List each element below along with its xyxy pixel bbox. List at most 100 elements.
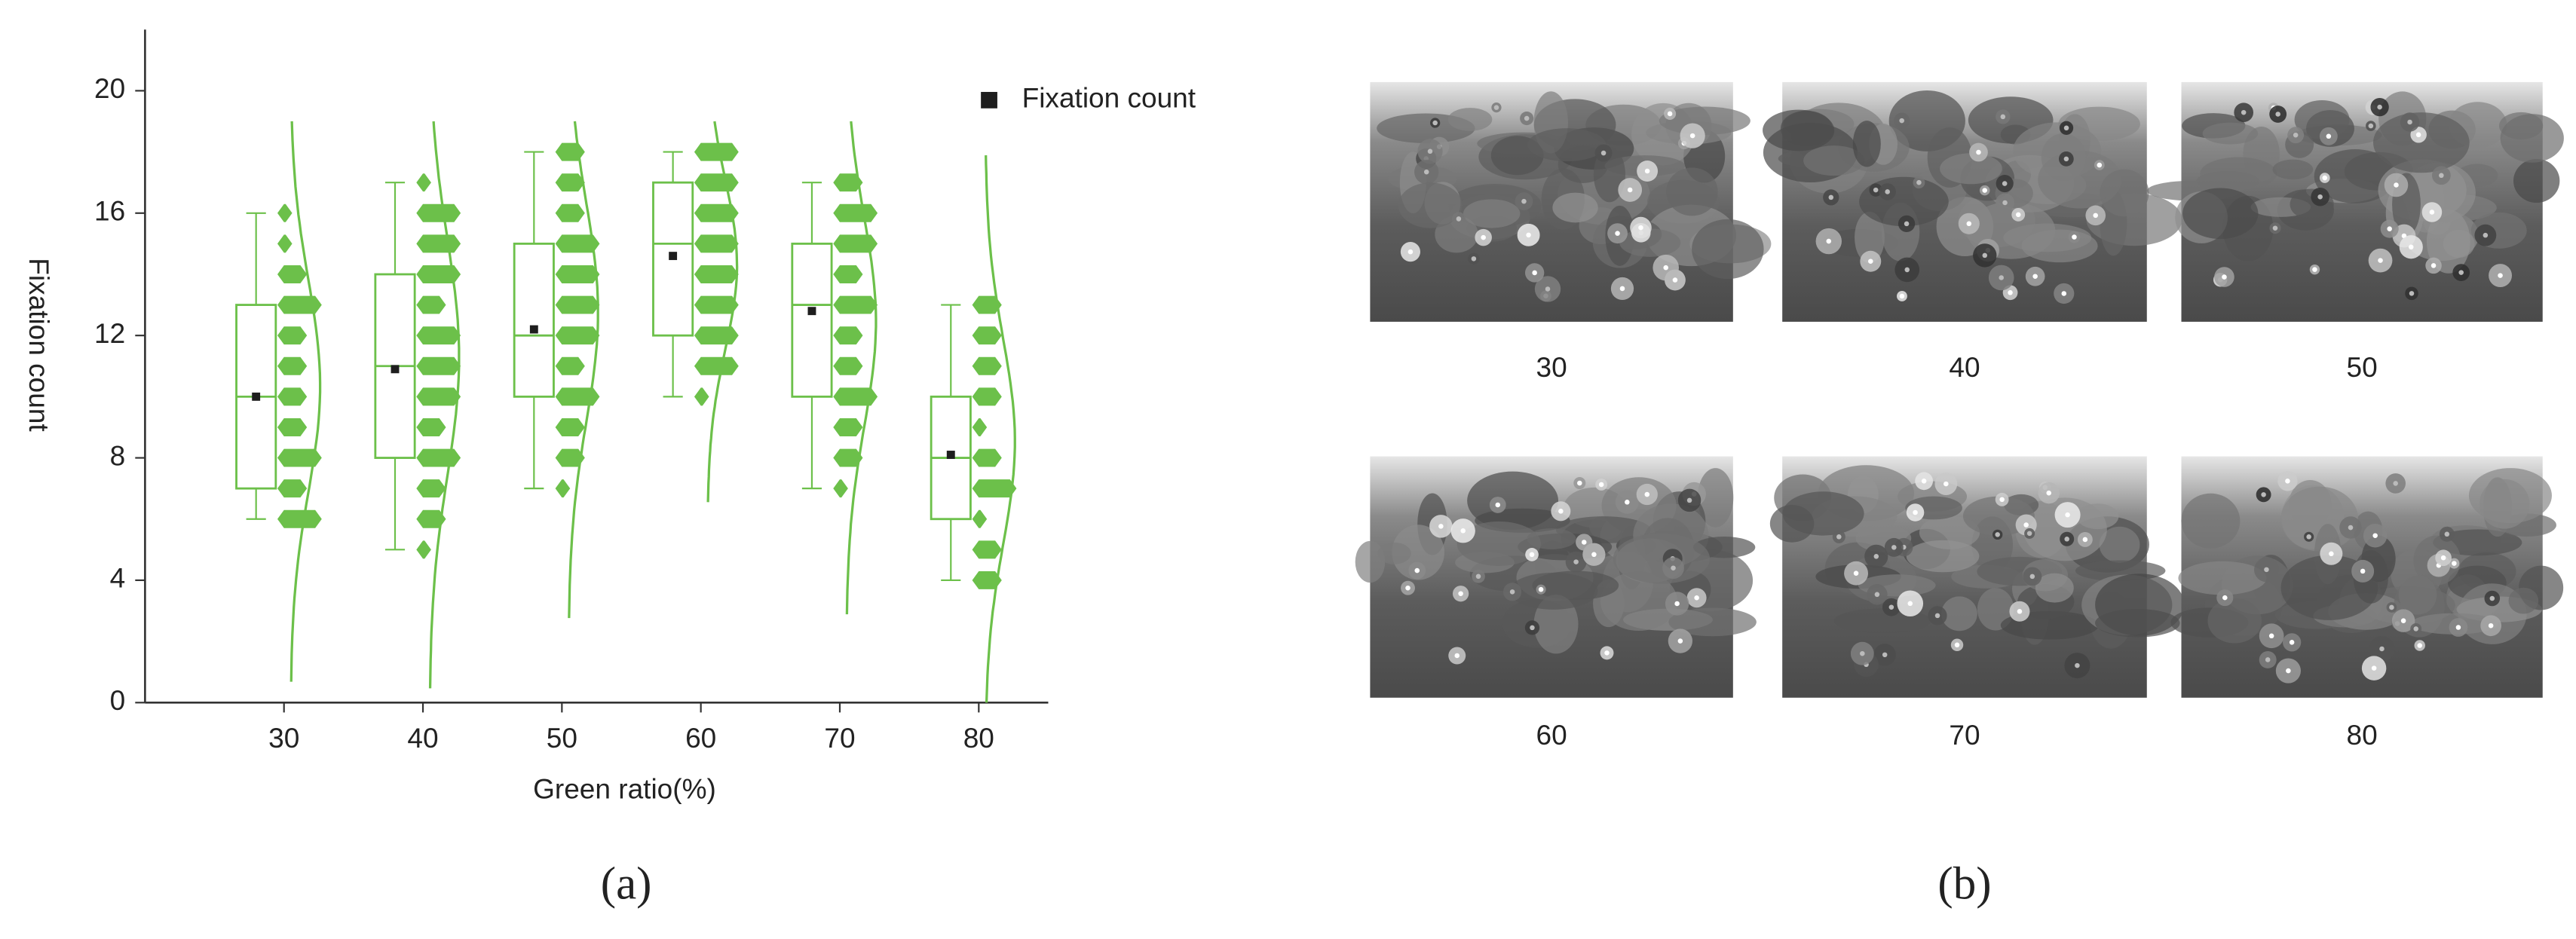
fixation-center — [1882, 652, 1888, 658]
fixation-center — [2097, 162, 2103, 168]
fixation-center — [1686, 497, 1692, 503]
fixation-center — [2458, 270, 2464, 275]
thumbnail — [1370, 81, 1772, 322]
fixation-center — [2017, 609, 2023, 614]
histogram-bar — [416, 234, 461, 253]
fixation-center — [1916, 179, 1922, 185]
fixation-center — [1885, 189, 1890, 194]
fixation-center — [2452, 561, 2457, 566]
histogram-bar — [416, 173, 431, 192]
fixation-center — [2377, 104, 2382, 110]
fixation-center — [1904, 221, 1910, 227]
fixation-center — [1573, 559, 1579, 564]
fixation-center — [1407, 249, 1414, 255]
histogram-bar — [972, 570, 1002, 589]
fixation-center — [1995, 532, 2000, 537]
foliage — [1906, 540, 1980, 573]
fixation-center — [1432, 120, 1438, 126]
fixation-center — [1521, 198, 1527, 204]
fixation-center — [2002, 181, 2008, 186]
fixation-center — [1904, 267, 1910, 273]
fixation-center — [2329, 551, 2334, 557]
fixation-center — [2431, 263, 2437, 268]
histogram-bar — [416, 479, 446, 498]
fixation-center — [1694, 595, 1699, 601]
fixation-center — [2046, 490, 2052, 496]
histogram-bar — [555, 234, 600, 253]
density-curve — [289, 121, 322, 682]
fixation-center — [1943, 481, 1949, 487]
histogram-bar — [972, 295, 1002, 314]
fixation-center — [1966, 221, 1972, 227]
fixation-center — [2400, 618, 2406, 623]
fixation-center — [1458, 591, 1463, 596]
histogram-bar — [555, 479, 571, 498]
thumbnail — [2170, 456, 2564, 698]
histogram-bar — [555, 326, 600, 345]
fixation-center — [2326, 133, 2332, 139]
fixation-center — [1414, 567, 1420, 573]
thumbnail-label: 40 — [1949, 351, 1980, 383]
thumbnail-label: 50 — [2347, 351, 2378, 383]
histogram-bar — [972, 356, 1002, 375]
y-tick-label: 12 — [94, 317, 125, 349]
fixation-center — [2322, 175, 2328, 181]
legend-marker — [981, 91, 997, 109]
foliage — [1463, 199, 1521, 228]
fixation-center — [2379, 646, 2385, 652]
fixation-center — [1638, 225, 1643, 231]
fixation-center — [2371, 665, 2377, 671]
fixation-center — [2015, 212, 2021, 218]
fixation-center — [1454, 653, 1460, 659]
histogram-bar — [277, 265, 308, 283]
density-curve — [845, 121, 878, 615]
fixation-center — [1530, 625, 1535, 631]
fixation-center — [1999, 497, 2005, 503]
histogram-bar — [555, 295, 600, 314]
thumbnail — [1769, 456, 2185, 698]
fixation-center — [2387, 226, 2392, 231]
foliage — [2207, 598, 2262, 644]
thumbnail-label: 70 — [1949, 719, 1980, 751]
fixation-center — [1873, 554, 1879, 559]
fixation-center — [2483, 232, 2489, 238]
histogram-bar — [972, 387, 1002, 406]
foliage — [2280, 486, 2359, 552]
histogram-bar — [694, 203, 739, 222]
fixation-center — [1627, 187, 1633, 193]
fixation-center — [2488, 622, 2494, 629]
histogram-bar — [694, 295, 739, 314]
fixation-center — [1493, 105, 1499, 110]
fixation-center — [2389, 604, 2394, 610]
fixation-center — [1495, 502, 1501, 508]
density-curve — [985, 155, 1016, 703]
fixation-center — [1899, 293, 1905, 299]
histogram-bar — [555, 356, 585, 375]
fixation-center — [1860, 650, 1865, 656]
histogram-bar — [833, 203, 878, 222]
panel-caption: (b) — [1937, 858, 1991, 909]
x-tick-label: 40 — [407, 722, 438, 754]
fixation-center — [2082, 537, 2088, 543]
fixation-center — [1598, 482, 1604, 488]
histogram-bar — [555, 448, 585, 467]
thumbnail — [1355, 456, 1757, 698]
foliage — [1852, 121, 1881, 167]
foliage — [1600, 571, 1677, 632]
histogram-bar — [277, 418, 308, 436]
histogram-bar — [972, 448, 1002, 467]
foliage — [2181, 493, 2241, 549]
histogram-bar — [972, 540, 1002, 559]
fixation-center — [2498, 273, 2503, 278]
mean-marker — [807, 307, 816, 316]
histogram-bar — [694, 326, 739, 345]
foliage — [1855, 211, 1885, 264]
foliage — [1692, 219, 1764, 280]
fixation-center — [1826, 238, 1832, 244]
fixation-center — [1625, 499, 1630, 505]
fixation-center — [2075, 662, 2080, 668]
fixation-center — [1674, 601, 1680, 607]
fixation-center — [1934, 613, 1940, 619]
x-tick-label: 30 — [268, 722, 299, 754]
